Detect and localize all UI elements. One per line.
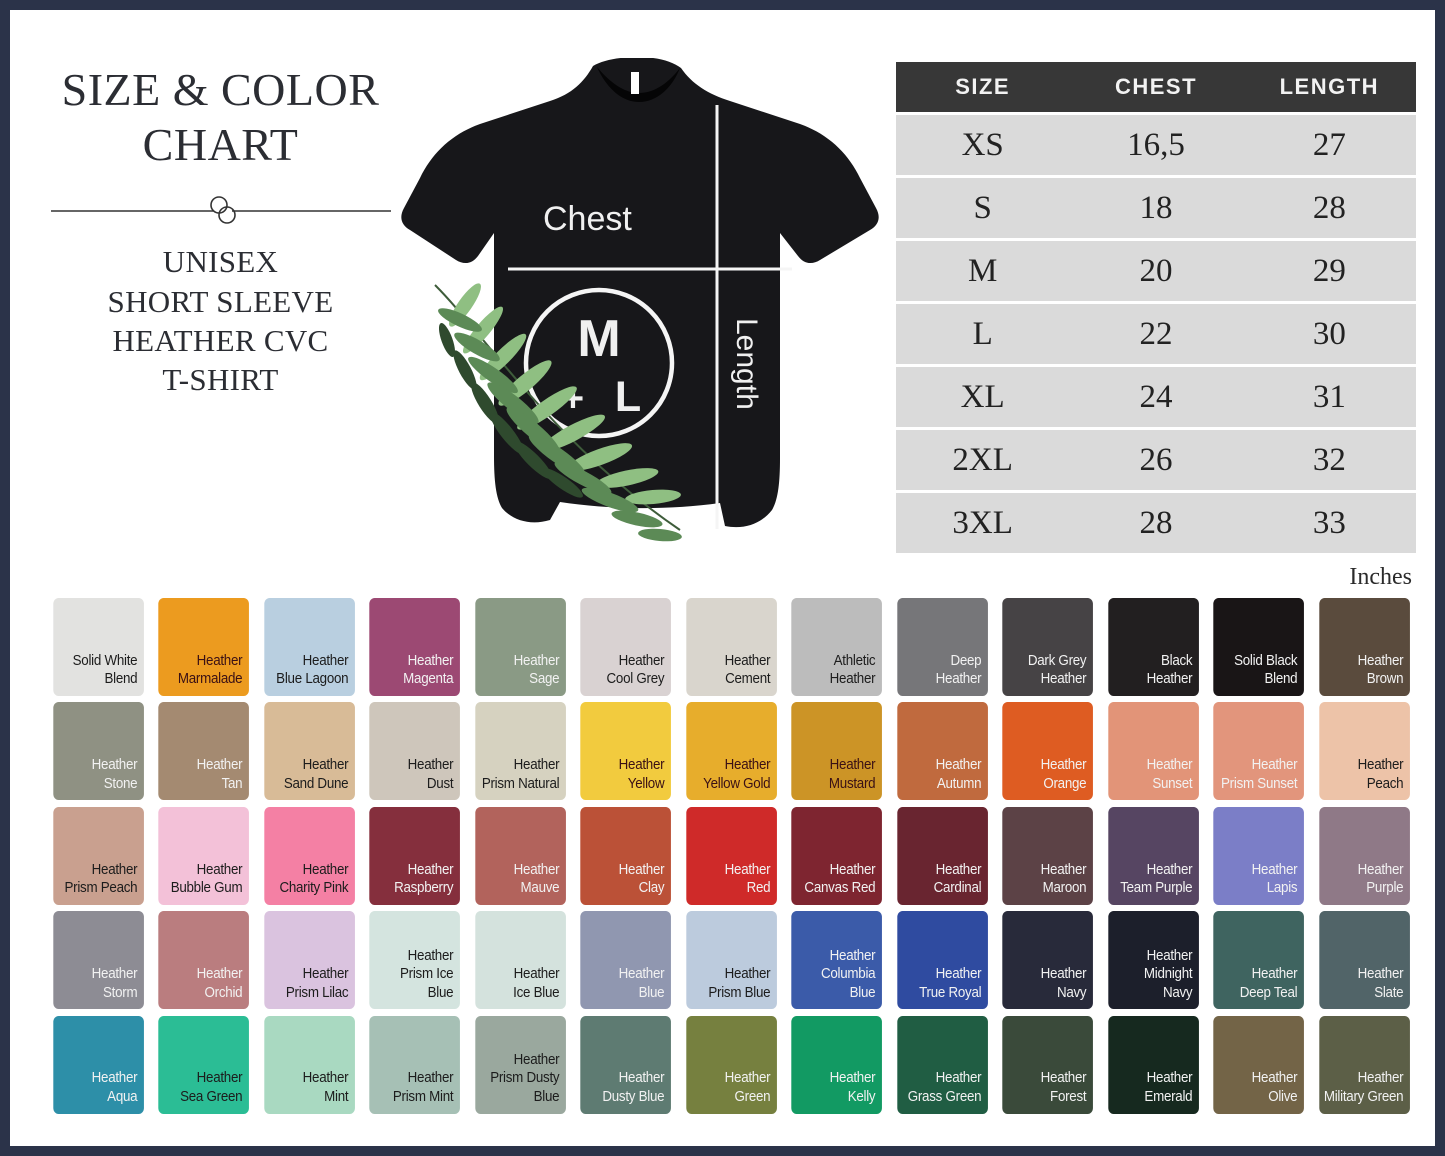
- svg-text:Length: Length: [730, 318, 763, 410]
- svg-text:Chest: Chest: [543, 200, 632, 238]
